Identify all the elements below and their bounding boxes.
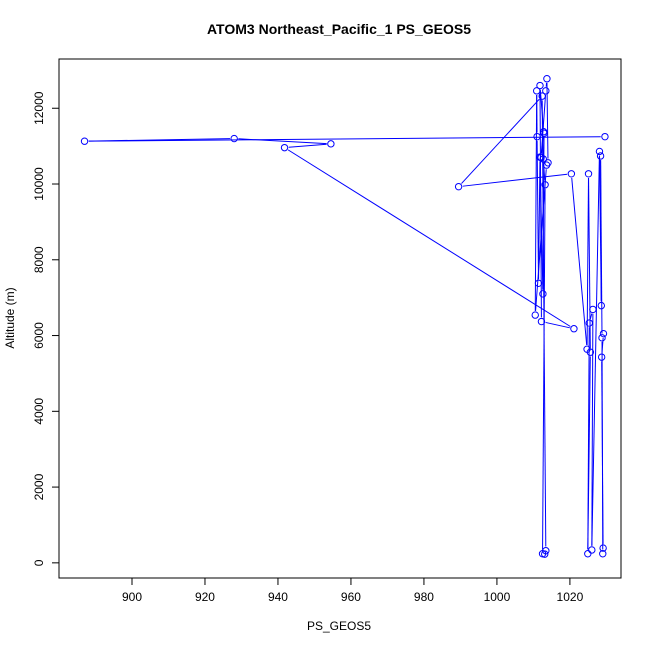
series-segment xyxy=(461,98,540,184)
series-segment xyxy=(238,138,327,145)
series-segment xyxy=(586,177,589,345)
data-point xyxy=(542,161,551,169)
data-point xyxy=(599,329,608,338)
data-point xyxy=(536,81,544,90)
series-segment xyxy=(589,313,593,320)
series-segment xyxy=(538,161,541,280)
y-tick-label: 2000 xyxy=(32,473,46,500)
data-point xyxy=(280,143,289,152)
x-tick-label: 1000 xyxy=(484,590,511,604)
series-segment xyxy=(542,188,546,550)
series-segment xyxy=(539,161,544,290)
data-point xyxy=(454,182,463,191)
y-tick-label: 4000 xyxy=(32,398,46,425)
x-axis: 900 920 940 960 980 1000 1020 xyxy=(122,577,584,604)
x-tick-label: 980 xyxy=(414,590,434,604)
series-segment xyxy=(534,95,538,311)
data-point xyxy=(80,137,89,145)
data-point xyxy=(601,132,609,141)
series-segment xyxy=(287,149,571,327)
data-point xyxy=(597,353,606,361)
series-segment xyxy=(546,82,549,159)
y-axis-label: Altitude (m) xyxy=(3,287,17,348)
x-tick-label: 940 xyxy=(268,590,288,604)
series-segment xyxy=(536,140,539,280)
data-point xyxy=(595,147,604,156)
series-segment xyxy=(545,321,570,329)
x-tick-label: 960 xyxy=(341,590,361,604)
data-point xyxy=(538,92,546,100)
data-point xyxy=(599,550,607,558)
data-point xyxy=(230,134,238,143)
data-point xyxy=(542,547,550,555)
data-point xyxy=(586,348,595,356)
y-axis: 0 2000 4000 6000 8000 10000 12000 xyxy=(32,91,60,566)
series-segment xyxy=(88,138,230,142)
series-segment xyxy=(588,177,591,349)
data-point xyxy=(540,129,548,137)
series-segment xyxy=(587,327,590,550)
y-tick-label: 0 xyxy=(32,559,46,566)
data-point xyxy=(588,546,596,554)
data-point xyxy=(533,87,541,95)
data-point xyxy=(531,311,539,319)
series-segment xyxy=(88,136,601,142)
x-tick-label: 920 xyxy=(195,590,215,604)
series-segment xyxy=(288,143,327,148)
data-point xyxy=(327,140,335,148)
x-axis-label: PS_GEOS5 xyxy=(307,619,371,633)
series-segment xyxy=(591,155,600,546)
series-segment xyxy=(600,160,603,334)
data-point xyxy=(585,319,593,327)
data-point xyxy=(584,170,593,178)
chart-title: ATOM3 Northeast_Pacific_1 PS_GEOS5 xyxy=(207,21,471,37)
data-point xyxy=(596,152,605,160)
data-point xyxy=(541,550,549,558)
y-tick-label: 8000 xyxy=(32,246,46,273)
y-tick-label: 10000 xyxy=(32,167,46,201)
series-layer xyxy=(80,74,609,558)
series-segment xyxy=(601,361,604,544)
data-point xyxy=(543,74,551,83)
series-segment xyxy=(601,337,604,353)
x-tick-label: 900 xyxy=(122,590,142,604)
y-tick-label: 6000 xyxy=(32,322,46,349)
series-segment xyxy=(462,173,568,187)
y-tick-label: 12000 xyxy=(32,91,46,125)
data-point xyxy=(567,170,576,178)
data-point xyxy=(537,317,546,326)
data-point xyxy=(598,334,606,342)
series-segment xyxy=(591,313,594,546)
data-point xyxy=(570,325,578,333)
data-point xyxy=(539,155,547,163)
data-point xyxy=(589,305,597,314)
series-segment xyxy=(535,169,547,311)
data-point xyxy=(534,279,543,287)
data-point xyxy=(597,301,605,310)
data-point xyxy=(539,290,547,298)
series-segment xyxy=(571,177,588,346)
data-point xyxy=(542,87,550,95)
x-tick-label: 1020 xyxy=(557,590,584,604)
data-point xyxy=(599,544,607,552)
data-point xyxy=(541,181,549,189)
data-point xyxy=(533,132,541,141)
data-point xyxy=(584,550,592,558)
